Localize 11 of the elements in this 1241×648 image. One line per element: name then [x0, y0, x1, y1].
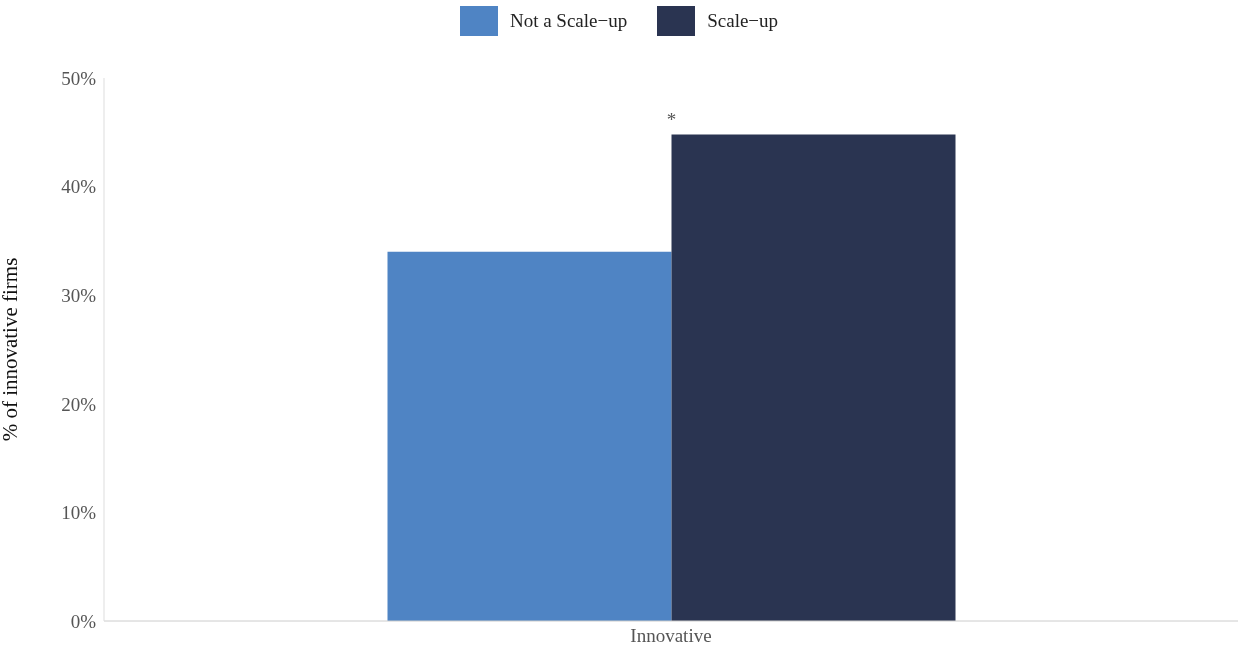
y-tick-label: 10% [61, 502, 97, 524]
y-tick-label: 30% [61, 284, 97, 306]
y-tick-label: 20% [61, 393, 97, 415]
legend-label: Not a Scale−up [509, 10, 628, 32]
y-tick-label: 0% [70, 610, 97, 632]
legend-label: Scale−up [707, 10, 779, 32]
annotation: * [666, 109, 677, 131]
y-tick-label: 50% [61, 67, 97, 89]
y-axis-title: % of innovative firms [0, 257, 23, 442]
x-tick-label: Innovative [630, 625, 712, 647]
y-tick-label: 40% [61, 176, 97, 198]
